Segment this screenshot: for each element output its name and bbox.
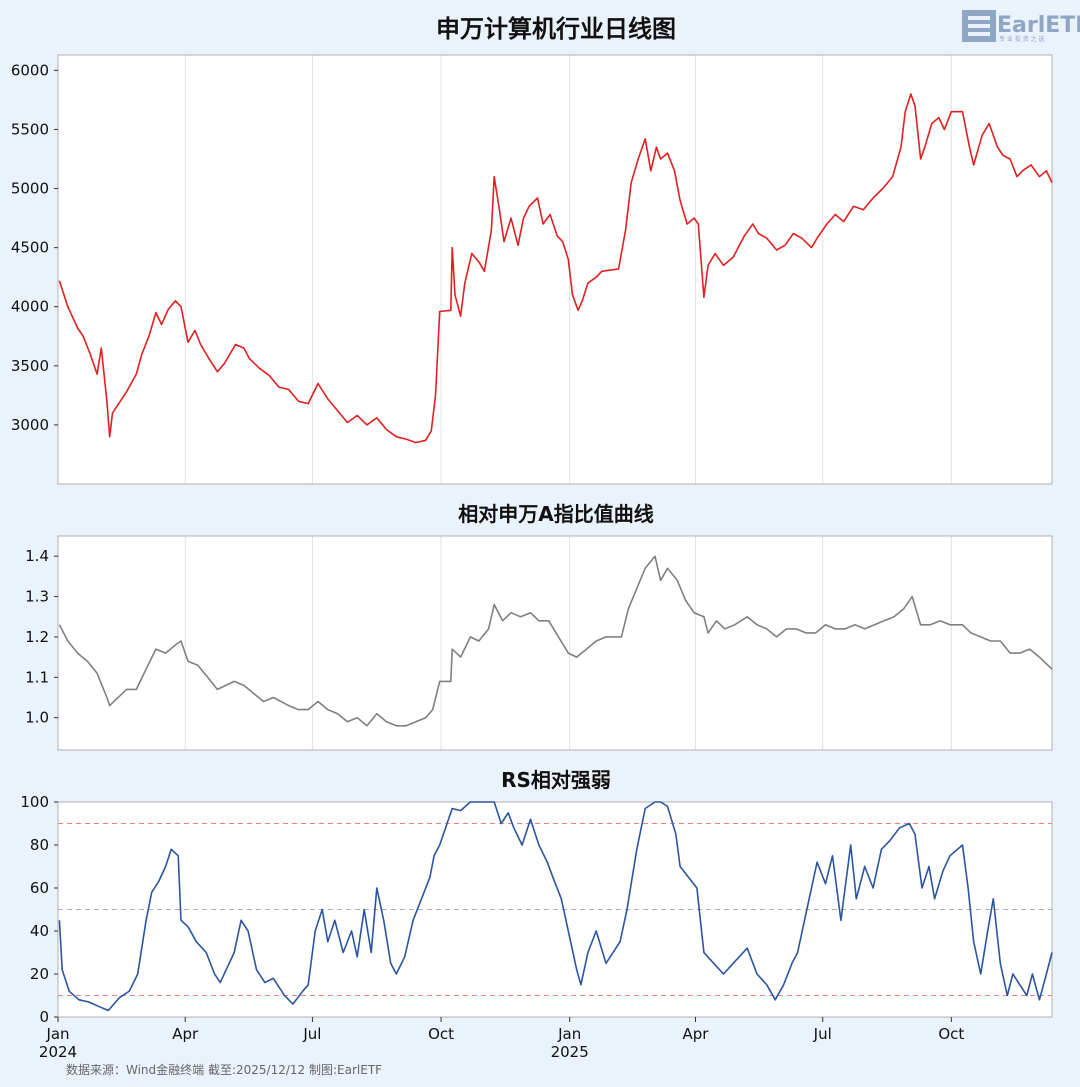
logo-mark-bar xyxy=(968,16,990,20)
ratio-ytick-label: 1.3 xyxy=(25,588,49,606)
xtick-label: Apr xyxy=(683,1025,710,1043)
logo-text: EarlETF xyxy=(997,13,1080,38)
xtick-label: Oct xyxy=(938,1025,964,1043)
xtick-label: Oct xyxy=(428,1025,454,1043)
ratio-plot-border xyxy=(57,535,1053,751)
xtick-label: Apr xyxy=(172,1025,199,1043)
rs-ytick-label: 80 xyxy=(30,836,49,854)
rs-series-line xyxy=(58,801,1053,1012)
rs-panel-title: RS相对强弱 xyxy=(501,768,611,792)
xtick-label: Jul xyxy=(302,1025,321,1043)
ratio-plot-area xyxy=(58,536,1052,750)
ratio-ytick-label: 1.4 xyxy=(25,547,49,565)
logo-mark-bar xyxy=(968,24,990,28)
rs-panel: 0 20 40 60 80 100 xyxy=(20,793,1053,1026)
price-ytick-label: 3500 xyxy=(11,357,49,375)
price-series-line xyxy=(58,93,1053,444)
logo-mark-bar xyxy=(968,32,990,36)
rs-ytick-label: 20 xyxy=(30,965,49,983)
price-plot-border xyxy=(57,54,1053,485)
source-note: 数据来源：Wind金融终端 截至:2025/12/12 制图:EarlETF xyxy=(66,1062,382,1077)
price-ytick-label: 5000 xyxy=(11,180,49,198)
price-ytick-label: 5500 xyxy=(11,120,49,138)
rs-ytick-label: 40 xyxy=(30,922,49,940)
xtick-year-label: 2024 xyxy=(39,1043,77,1061)
xtick-label: Jan xyxy=(557,1025,581,1043)
price-ytick-label: 4500 xyxy=(11,239,49,257)
chart-title: 申万计算机行业日线图 xyxy=(436,15,676,43)
ratio-ytick-label: 1.1 xyxy=(25,668,49,686)
ratio-ytick-label: 1.0 xyxy=(25,709,49,727)
price-ytick-label: 6000 xyxy=(11,61,49,79)
price-plot-area xyxy=(58,55,1052,484)
logo-tagline: 专 业 投 资 之 选 xyxy=(999,35,1045,43)
rs-ytick-label: 0 xyxy=(39,1008,49,1026)
xtick-label: Jul xyxy=(813,1025,832,1043)
price-ytick-label: 3000 xyxy=(11,416,49,434)
price-ytick-label: 4000 xyxy=(11,298,49,316)
ratio-panel-title: 相对申万A指比值曲线 xyxy=(458,502,653,526)
rs-ytick-label: 60 xyxy=(30,879,49,897)
ratio-panel: 1.0 1.1 1.2 1.3 1.4 xyxy=(25,535,1053,751)
xtick-year-label: 2025 xyxy=(551,1043,589,1061)
ratio-series-line xyxy=(58,555,1053,727)
rs-ytick-label: 100 xyxy=(20,793,49,811)
brand-logo: EarlETF 专 业 投 资 之 选 xyxy=(962,10,1080,43)
xtick-label: Jan xyxy=(45,1025,69,1043)
rs-plot-border xyxy=(57,801,1053,1018)
price-panel: 3000 3500 4000 4500 5000 5500 6000 xyxy=(11,54,1053,485)
ratio-ytick-label: 1.2 xyxy=(25,628,49,646)
